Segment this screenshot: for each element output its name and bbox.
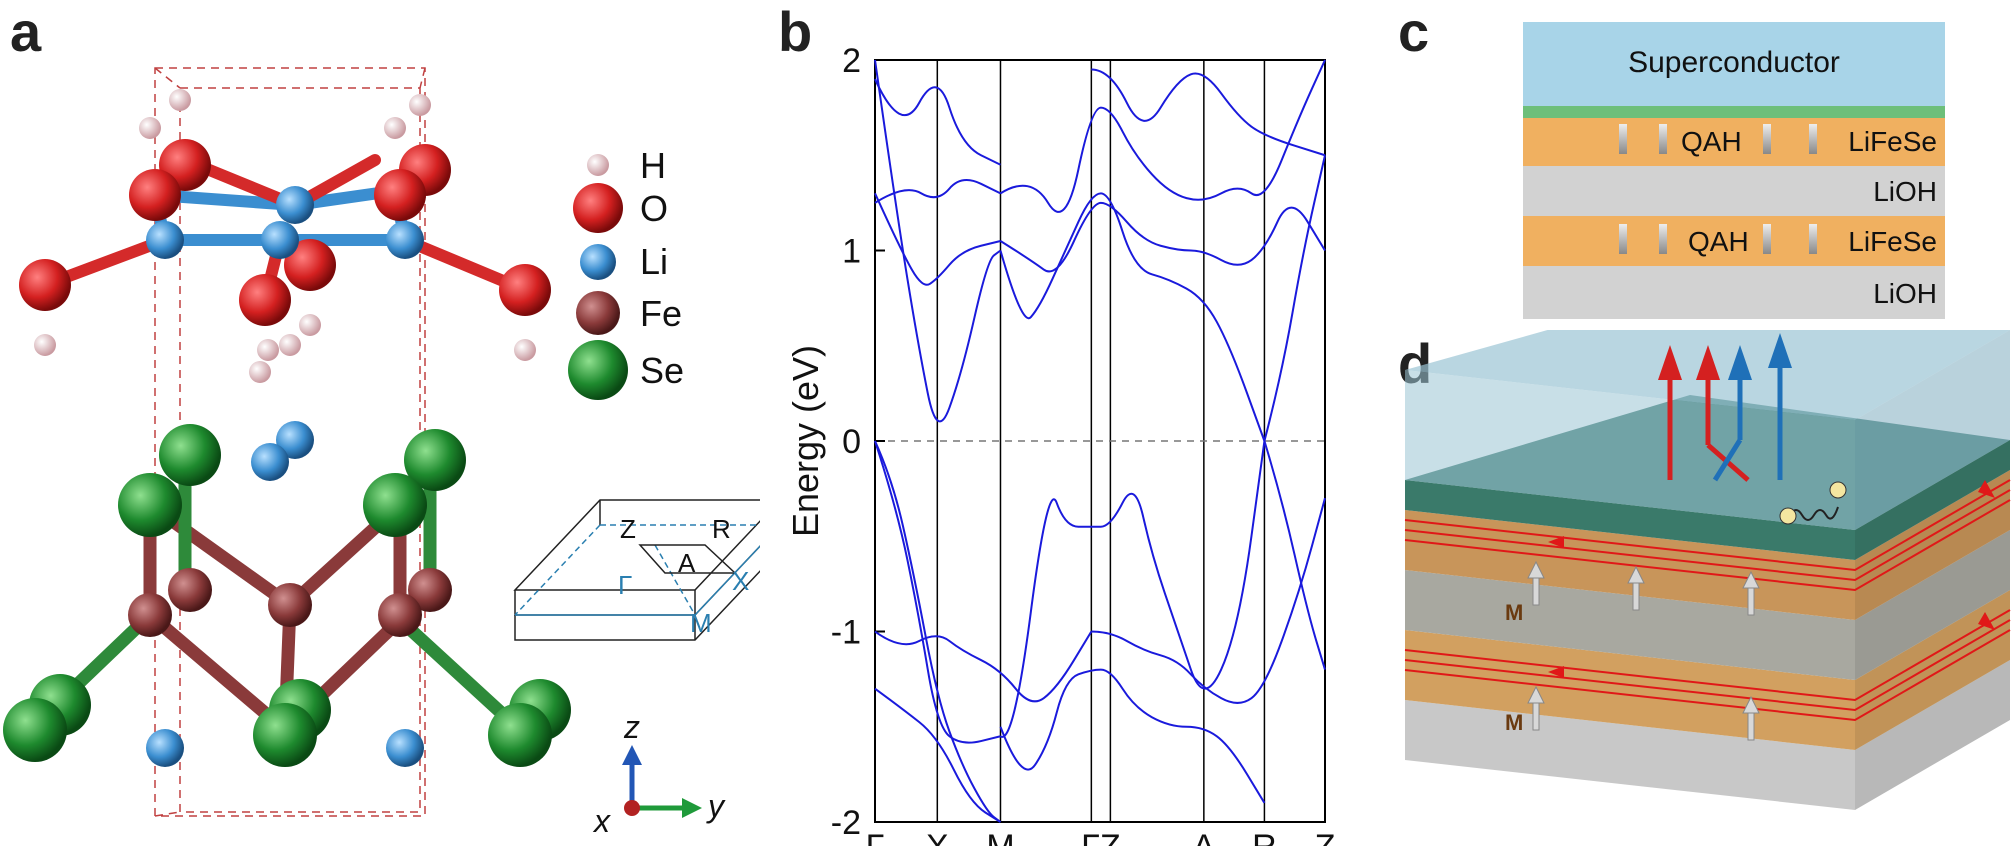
k-label: ΓZ xyxy=(1081,828,1121,846)
device-schematic: M M xyxy=(1404,330,2011,810)
k-label: M xyxy=(986,828,1014,846)
y-tick-label: -1 xyxy=(831,614,861,652)
layer-lioh-top-label: LiOH xyxy=(1873,176,1937,207)
band-line xyxy=(874,440,1001,744)
y-tick-label: -2 xyxy=(831,804,861,842)
band-line xyxy=(874,440,1002,823)
k-label: Z xyxy=(1315,828,1336,846)
y-axis-label: Energy (eV) xyxy=(785,345,826,537)
layer-interface xyxy=(1523,106,1945,118)
layer-lioh-top: LiOH xyxy=(1523,166,1945,216)
band-line xyxy=(874,192,1001,286)
iron-atoms xyxy=(128,568,452,637)
m-label-lower: M xyxy=(1505,710,1523,735)
axis-label-y: y xyxy=(706,788,726,824)
band-line xyxy=(999,201,1326,273)
band-line xyxy=(999,440,1266,738)
selenium-atoms xyxy=(3,424,571,767)
band-structure-chart: -2 -1 0 1 2 Energy (eV) Γ X M ΓZ A R Z xyxy=(785,42,1336,846)
bz-label-z: Z xyxy=(620,514,636,544)
layer-lifese-top: QAH LiFeSe xyxy=(1523,118,1945,166)
band-line xyxy=(1263,155,1326,442)
band-line xyxy=(874,59,1002,423)
y-tick-label: 1 xyxy=(842,233,861,271)
band-line xyxy=(874,687,1002,823)
layer-lifese-bottom-label: LiFeSe xyxy=(1848,226,1937,257)
band-line xyxy=(999,192,1266,442)
band-line xyxy=(999,668,1266,804)
qah-label-top: QAH xyxy=(1681,126,1742,157)
bz-label-x: X xyxy=(732,566,749,596)
k-label: X xyxy=(926,828,949,846)
qah-label-bottom: QAH xyxy=(1688,226,1749,257)
layer-lioh-bottom-label: LiOH xyxy=(1873,278,1937,309)
band-line xyxy=(874,78,1001,166)
legend-h: H xyxy=(640,145,666,186)
panel-label-a: a xyxy=(10,0,42,63)
layer-lifese-top-label: LiFeSe xyxy=(1848,126,1937,157)
brillouin-zone xyxy=(513,499,760,641)
k-label: R xyxy=(1252,828,1277,846)
lithium-atoms xyxy=(146,186,424,767)
panel-label-c: c xyxy=(1398,0,1430,63)
panel-label-b: b xyxy=(778,0,813,63)
layer-superconductor: Superconductor xyxy=(1523,22,1945,106)
k-label: A xyxy=(1193,828,1216,846)
legend-o: O xyxy=(640,188,668,229)
coordinate-axes xyxy=(622,745,702,818)
atom-legend: H O Li Fe Se xyxy=(568,145,684,400)
crystal-structure-figure: H O Li Fe Se Z R A Γ X M z x y xyxy=(3,67,760,839)
band-line xyxy=(874,179,1001,204)
legend-fe: Fe xyxy=(640,293,682,334)
axis-label-z: z xyxy=(623,709,640,745)
band-line xyxy=(1091,68,1326,157)
layer-superconductor-label: Superconductor xyxy=(1628,46,1840,79)
axis-label-x: x xyxy=(592,803,611,839)
k-label: Γ xyxy=(866,828,885,846)
band-line xyxy=(1263,440,1326,670)
hydrogen-atoms xyxy=(34,89,536,383)
heterostructure-stack: Superconductor QAH LiFeSe LiOH QAH LiFeS… xyxy=(1523,22,1945,319)
y-tick-label: 0 xyxy=(842,423,861,461)
layer-lifese-bottom: QAH LiFeSe xyxy=(1523,216,1945,266)
band-line xyxy=(1091,497,1326,704)
bz-label-gamma: Γ xyxy=(618,570,632,600)
oxygen-atoms xyxy=(19,139,551,326)
legend-li: Li xyxy=(640,241,668,282)
bz-label-r: R xyxy=(712,514,731,544)
y-tick-label: 2 xyxy=(842,42,861,80)
bz-label-m: M xyxy=(690,608,712,638)
band-line xyxy=(999,59,1326,213)
m-label-upper: M xyxy=(1505,600,1523,625)
layer-lioh-bottom: LiOH xyxy=(1523,266,1945,319)
bz-label-a: A xyxy=(678,548,696,578)
band-line xyxy=(874,630,1093,703)
legend-se: Se xyxy=(640,350,684,391)
